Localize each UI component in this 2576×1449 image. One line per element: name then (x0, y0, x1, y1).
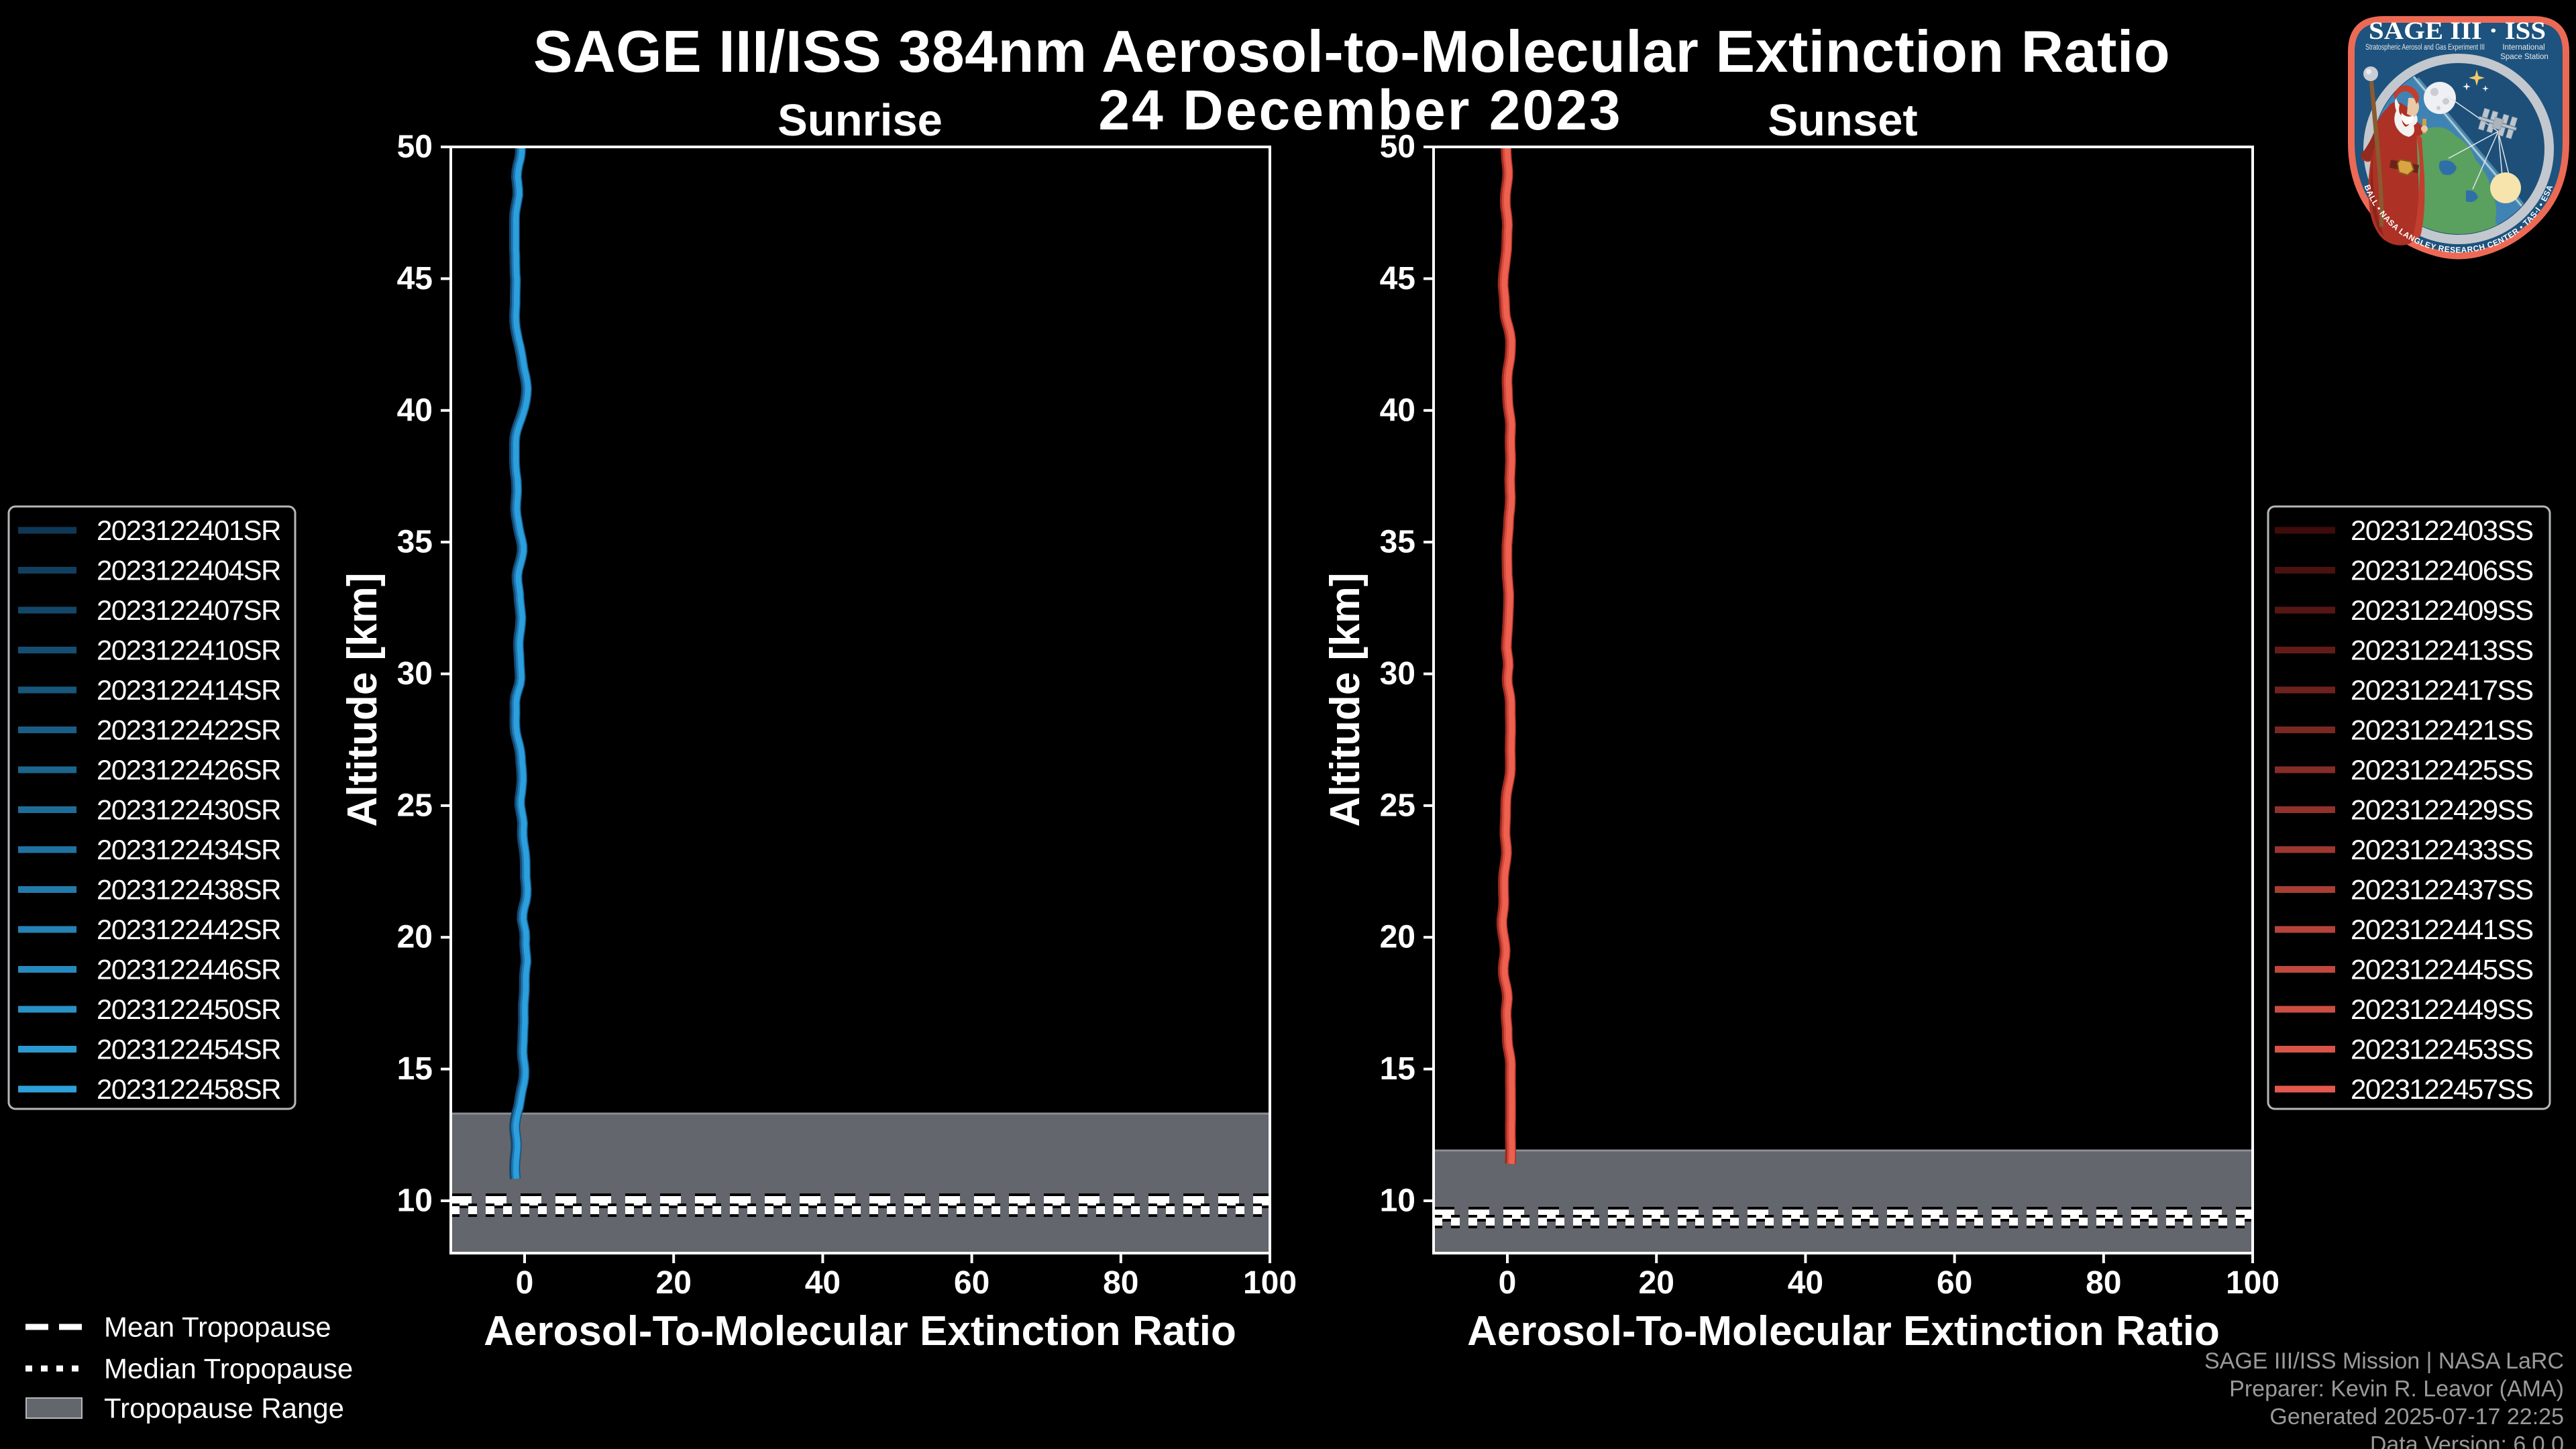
svg-text:2023122458SR: 2023122458SR (97, 1073, 280, 1105)
svg-text:2023122403SS: 2023122403SS (2351, 515, 2533, 546)
svg-text:2023122433SS: 2023122433SS (2351, 834, 2533, 865)
svg-text:2023122441SS: 2023122441SS (2351, 914, 2533, 945)
svg-text:2023122414SR: 2023122414SR (97, 674, 280, 706)
svg-text:Sunrise: Sunrise (777, 95, 943, 146)
svg-text:2023122406SS: 2023122406SS (2351, 555, 2533, 586)
svg-text:Space Station: Space Station (2500, 53, 2548, 61)
svg-text:2023122449SS: 2023122449SS (2351, 994, 2533, 1025)
svg-text:Preparer: Kevin R. Leavor (AMA: Preparer: Kevin R. Leavor (AMA) (2229, 1377, 2564, 1402)
svg-text:2023122409SS: 2023122409SS (2351, 594, 2533, 626)
svg-text:20: 20 (1639, 1265, 1674, 1301)
svg-text:Data Version: 6.0.0: Data Version: 6.0.0 (2370, 1432, 2564, 1449)
svg-text:2023122401SR: 2023122401SR (97, 515, 280, 546)
svg-text:40: 40 (1380, 392, 1415, 428)
svg-text:30: 30 (1380, 656, 1415, 692)
svg-text:15: 15 (397, 1051, 433, 1087)
svg-text:2023122410SR: 2023122410SR (97, 635, 280, 666)
svg-text:Median Tropopause: Median Tropopause (104, 1353, 353, 1385)
svg-text:Aerosol-To-Molecular Extinctio: Aerosol-To-Molecular Extinction Ratio (484, 1308, 1236, 1354)
svg-text:2023122422SR: 2023122422SR (97, 714, 280, 746)
svg-text:Mean Tropopause: Mean Tropopause (104, 1311, 331, 1343)
svg-text:SAGE III/ISS Mission | NASA La: SAGE III/ISS Mission | NASA LaRC (2204, 1348, 2564, 1374)
svg-text:2023122417SS: 2023122417SS (2351, 674, 2533, 706)
svg-text:2023122437SS: 2023122437SS (2351, 874, 2533, 906)
svg-text:60: 60 (954, 1265, 989, 1301)
svg-text:40: 40 (397, 392, 433, 428)
svg-text:2023122429SS: 2023122429SS (2351, 794, 2533, 826)
svg-text:2023122434SR: 2023122434SR (97, 834, 280, 865)
svg-text:100: 100 (2226, 1265, 2279, 1301)
svg-text:Aerosol-To-Molecular Extinctio: Aerosol-To-Molecular Extinction Ratio (1467, 1308, 2220, 1354)
svg-text:Tropopause Range: Tropopause Range (104, 1393, 344, 1424)
svg-text:20: 20 (656, 1265, 692, 1301)
svg-text:25: 25 (397, 788, 433, 823)
svg-text:100: 100 (1243, 1265, 1297, 1301)
svg-text:50: 50 (397, 129, 433, 165)
svg-text:2023122454SR: 2023122454SR (97, 1034, 280, 1065)
svg-text:80: 80 (1103, 1265, 1138, 1301)
svg-text:2023122413SS: 2023122413SS (2351, 635, 2533, 666)
svg-text:45: 45 (397, 261, 433, 297)
svg-text:2023122407SR: 2023122407SR (97, 594, 280, 626)
svg-text:20: 20 (397, 920, 433, 955)
svg-text:2023122442SR: 2023122442SR (97, 914, 280, 945)
svg-text:35: 35 (1380, 525, 1415, 560)
svg-text:2023122426SR: 2023122426SR (97, 754, 280, 786)
svg-text:40: 40 (1788, 1265, 1823, 1301)
svg-text:2023122404SR: 2023122404SR (97, 555, 280, 586)
svg-text:20: 20 (1380, 920, 1415, 955)
svg-text:Sunset: Sunset (1768, 95, 1917, 146)
svg-text:40: 40 (805, 1265, 841, 1301)
svg-text:0: 0 (1499, 1265, 1517, 1301)
svg-text:2023122445SS: 2023122445SS (2351, 954, 2533, 985)
svg-text:2023122453SS: 2023122453SS (2351, 1034, 2533, 1065)
svg-text:15: 15 (1380, 1051, 1415, 1087)
svg-text:2023122457SS: 2023122457SS (2351, 1073, 2533, 1105)
svg-text:Altitude [km]: Altitude [km] (339, 573, 386, 827)
svg-text:50: 50 (1380, 129, 1415, 165)
svg-text:45: 45 (1380, 261, 1415, 297)
svg-text:10: 10 (397, 1183, 433, 1219)
svg-text:2023122425SS: 2023122425SS (2351, 754, 2533, 786)
svg-text:2023122450SR: 2023122450SR (97, 994, 280, 1025)
svg-text:2023122430SR: 2023122430SR (97, 794, 280, 826)
svg-text:25: 25 (1380, 788, 1415, 823)
svg-text:International: International (2502, 44, 2544, 52)
svg-text:10: 10 (1380, 1183, 1415, 1219)
svg-text:SAGE III/ISS 384nm Aerosol-to-: SAGE III/ISS 384nm Aerosol-to-Molecular … (533, 18, 2170, 85)
svg-text:35: 35 (397, 525, 433, 560)
svg-text:Altitude [km]: Altitude [km] (1322, 573, 1368, 827)
svg-text:Generated 2025-07-17 22:25: Generated 2025-07-17 22:25 (2269, 1404, 2564, 1430)
svg-text:24 December 2023: 24 December 2023 (1098, 78, 1622, 142)
svg-text:80: 80 (2086, 1265, 2121, 1301)
svg-text:Stratospheric Aerosol and Gas: Stratospheric Aerosol and Gas Experiment… (2365, 44, 2485, 52)
svg-text:0: 0 (516, 1265, 534, 1301)
svg-text:60: 60 (1937, 1265, 1972, 1301)
svg-text:SAGE III · ISS: SAGE III · ISS (2369, 17, 2546, 45)
svg-text:2023122421SS: 2023122421SS (2351, 714, 2533, 746)
svg-text:30: 30 (397, 656, 433, 692)
svg-text:2023122438SR: 2023122438SR (97, 874, 280, 906)
svg-text:2023122446SR: 2023122446SR (97, 954, 280, 985)
